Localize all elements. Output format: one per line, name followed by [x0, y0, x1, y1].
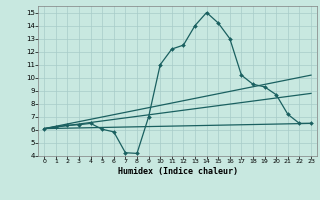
X-axis label: Humidex (Indice chaleur): Humidex (Indice chaleur) — [118, 167, 238, 176]
